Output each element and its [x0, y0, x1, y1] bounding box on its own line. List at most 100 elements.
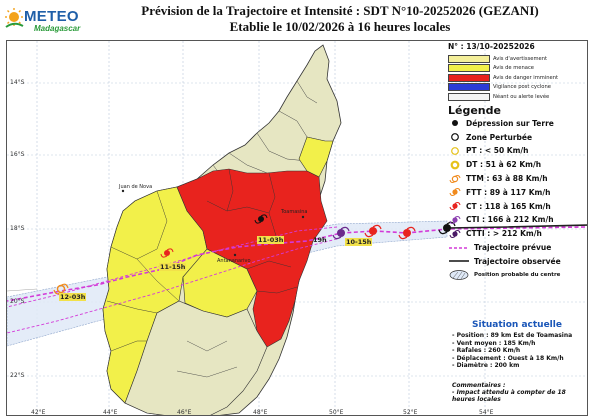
city-label-antananarivo: Antananarivo [217, 258, 251, 264]
hatched-ellipse-icon [449, 270, 469, 281]
lon-label: 50°E [329, 409, 344, 416]
purple-cyclone-icon [449, 215, 461, 224]
situation-line: - Rafales : 260 Km/h [452, 347, 521, 355]
comments-title: Commentaires : [452, 382, 506, 389]
vigilance-label: Avis de menace [493, 65, 534, 72]
legend-row: Position probable du centre [448, 268, 588, 282]
dashed-magenta-line-icon [449, 246, 469, 249]
yellow-circle-icon [451, 147, 459, 155]
orange-red-cyclone-icon [449, 188, 461, 197]
track-label-11-03h: 11-03h [257, 236, 285, 244]
vigilance-legend: Avis d'avertissement Avis de menace Avis… [448, 54, 588, 102]
cyclone-symbol-east [438, 221, 456, 235]
lon-label: 42°E [31, 409, 46, 416]
city-dot-antananarivo [233, 253, 237, 257]
legend-label: Position probable du centre [474, 272, 561, 279]
city-dot-toamasina [301, 215, 305, 219]
situation-line: - Diamètre : 200 km [452, 362, 520, 370]
bulletin-number: N° : 13/10-20252026 [448, 42, 535, 51]
legend-row: FTT : 89 à 117 Km/h [448, 185, 588, 199]
logo-word: METEO [24, 8, 79, 25]
forecast-map: 14°S 16°S 18°S 20°S 22°S 42°E 44°E 46°E … [6, 40, 588, 416]
lon-label: 46°E [177, 409, 192, 416]
legend-row: Trajectoire prévue [448, 241, 588, 255]
lon-label: 52°E [403, 409, 418, 416]
red-cyclone-icon [449, 202, 461, 211]
lat-label: 18°S [10, 225, 25, 232]
danger-swatch [448, 73, 490, 82]
legend-panel: N° : 13/10-20252026 Avis d'avertissement… [448, 42, 588, 282]
menace-swatch [448, 64, 490, 73]
vigilance-label: Avis d'avertissement [493, 55, 548, 62]
situation-panel: - Position : 89 km Est de Toamasina - Ve… [452, 332, 588, 370]
dark-purple-cyclone-icon [449, 229, 461, 238]
lon-label: 54°E [479, 409, 494, 416]
legend-row: TTM : 63 à 88 Km/h [448, 172, 588, 186]
legend-row: CTTI : > 212 Km/h [448, 227, 588, 241]
legend-row: CT : 118 à 165 Km/h [448, 199, 588, 213]
forecast-track-outer-2 [7, 238, 338, 334]
title-line-2: Etablie le 10/02/2026 à 16 heures locale… [229, 19, 451, 34]
comment-line: heures locales [452, 396, 501, 403]
cyclone-symbol-red-2 [364, 224, 382, 238]
track-label-12-03h: 12-03h [59, 293, 87, 301]
legend-label: CTI : 166 à 212 Km/h [466, 215, 554, 225]
legend-label: Zone Perturbée [466, 132, 533, 142]
filled-dot-icon [452, 120, 458, 127]
situation-line: - Position : 89 km Est de Toamasina [452, 332, 573, 339]
track-label-11-15h: 11-15h [159, 263, 187, 271]
situation-line: - Déplacement : Ouest à 18 Km/h [452, 354, 564, 362]
observed-track [446, 224, 587, 229]
track-label-10-15h: 10-15h [345, 238, 373, 246]
lat-label: 16°S [10, 151, 25, 158]
legend-label: CT : 118 à 165 Km/h [466, 201, 551, 211]
vigilance-label: Vigilance post cyclone [493, 84, 551, 91]
legend-row: PT : < 50 Km/h [448, 144, 588, 158]
cyclone-symbol-land-11-15 [160, 248, 174, 258]
city-label-toamasina: Toamasina [281, 209, 308, 215]
cyclone-symbol-orange [53, 283, 69, 295]
track-label-19h: 19h [313, 236, 327, 244]
vigilance-row: Avis d'avertissement [448, 54, 588, 64]
legend-label: FTT : 89 à 117 Km/h [466, 187, 551, 197]
forecast-track [7, 226, 586, 302]
header: METEO Madagascar Prévision de la Traject… [0, 0, 594, 38]
vigilance-label: Néant ou alerte levée [493, 93, 550, 100]
lon-label: 44°E [103, 409, 118, 416]
forecast-track-outer [7, 226, 338, 308]
legend-row: DT : 51 à 62 Km/h [448, 158, 588, 172]
cyclone-symbol-purple [332, 226, 350, 240]
cyclone-symbol-red-1 [398, 226, 416, 240]
menace-zone-ne [298, 136, 334, 178]
sun-cloud-icon [5, 8, 24, 28]
vigilance-row: Avis de danger imminent [448, 73, 588, 83]
page-title: Prévision de la Trajectoire et Intensité… [95, 3, 585, 35]
danger-zone [176, 168, 328, 348]
lat-label: 14°S [10, 79, 25, 86]
avertissement-swatch [448, 54, 490, 63]
situation-title: Situation actuelle [472, 320, 562, 330]
vigilance-row: Vigilance post cyclone [448, 83, 588, 93]
neant-swatch [448, 92, 490, 101]
comment-line: - Impact attendu à compter de 18 [452, 389, 566, 396]
legend-row: Trajectoire observée [448, 254, 588, 268]
lat-label: 22°S [10, 372, 25, 379]
legend-row: CTI : 166 à 212 Km/h [448, 213, 588, 227]
orange-cyclone-icon [449, 174, 461, 183]
legend-label: Trajectoire observée [474, 256, 561, 266]
meteo-logo: METEO Madagascar [4, 3, 84, 35]
legend-label: Trajectoire prévue [474, 243, 552, 253]
legend-label: PT : < 50 Km/h [466, 146, 529, 156]
legend-label: TTM : 63 à 88 Km/h [466, 174, 548, 184]
vigilance-row: Néant ou alerte levée [448, 92, 588, 102]
city-label-juan-de-nova: Juan de Nova [119, 184, 153, 190]
legend-row: Dépression sur Terre [448, 117, 588, 131]
open-circle-icon [451, 133, 459, 142]
logo-subtitle: Madagascar [34, 24, 81, 33]
situation-line: - Vent moyen : 185 Km/h [452, 339, 536, 347]
lon-label: 48°E [253, 409, 268, 416]
solid-black-line-icon [449, 260, 469, 263]
title-line-1: Prévision de la Trajectoire et Intensité… [141, 3, 539, 18]
southern-land [124, 300, 268, 415]
vigilance-label: Avis de danger imminent [493, 74, 559, 81]
